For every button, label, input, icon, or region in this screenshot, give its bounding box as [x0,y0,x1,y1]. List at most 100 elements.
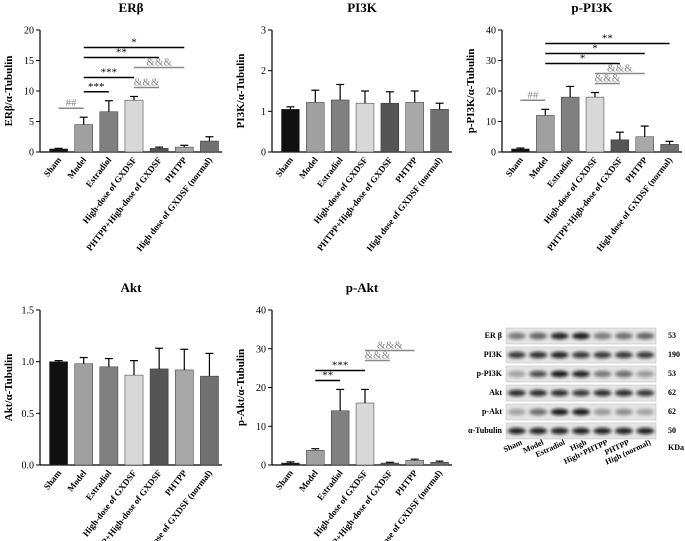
significance-label: ** [602,33,613,45]
blot-band [529,427,548,435]
blot-band [550,389,569,397]
bar [99,111,119,153]
blot-band [614,427,633,435]
bar [124,374,144,466]
bar [49,148,68,153]
y-tick-label: 20 [486,87,496,98]
significance-label: &&& [134,76,160,88]
bar [355,402,375,466]
bar [560,96,580,153]
blot-band [507,370,526,378]
y-tick-label: 0 [261,148,266,159]
blot-row-label: Akt [489,388,502,397]
blot-band [550,427,569,435]
y-axis-label: Akt/α-Tubulin [3,354,15,422]
y-tick-label: 0 [29,148,34,159]
blot-band [507,408,526,416]
y-tick-label: 40 [256,306,266,317]
blot-band [507,389,526,397]
y-tick-label: 2 [261,66,266,77]
significance-label: * [131,36,137,48]
blot-band [614,389,633,397]
chart-title: p-PI3K [571,0,613,15]
blot-band [550,370,569,378]
blot-band [572,427,590,435]
blot-band [572,332,590,340]
blot-row-label: ER β [485,331,502,340]
bar [306,450,325,466]
blot-band [593,332,612,340]
bar [281,109,300,153]
blot-band [593,408,612,416]
bar [330,99,350,153]
bar [174,146,194,153]
bar [49,361,68,466]
blot-band [529,370,548,378]
y-tick-label: 1.5 [22,306,35,317]
blot-kda: 50 [668,426,676,435]
blot-band [636,408,655,416]
bar [536,115,555,153]
chart-title: PI3K [347,0,378,15]
bar [380,462,400,466]
blot-band [507,427,526,435]
blot-kda: 53 [668,369,676,378]
bar [281,462,300,466]
y-tick-label: 3 [261,26,266,37]
bar [330,410,350,466]
bar [511,148,530,153]
bar [149,148,169,153]
blot-row-label: α-Tubulin [468,426,503,435]
y-tick-label: 1.0 [22,357,35,368]
blot-band [593,351,612,359]
blot-band [507,332,526,340]
y-tick-label: 30 [256,344,266,355]
blot-kda: 62 [668,388,676,397]
y-tick-label: 20 [256,383,266,394]
significance-label: ## [66,97,78,109]
y-axis-label: p-Akt/α-Tubulin [235,349,247,426]
blot-row-label: p-PI3K [477,369,503,378]
blot-unit: KDa [668,443,684,452]
blot-band [550,408,569,416]
blot-band [636,332,655,340]
bar [405,460,424,466]
blot-band [529,408,548,416]
blot-kda: 53 [668,331,676,340]
chart-title: p-Akt [346,280,379,295]
bar [380,102,400,153]
bar [200,375,219,466]
significance-label: &&& [377,339,403,351]
significance-label: *** [101,66,118,78]
blot-band [572,389,590,397]
blot-kda: 62 [668,407,676,416]
significance-label: *** [332,359,349,371]
y-tick-label: 1 [261,107,266,118]
y-tick-label: 10 [256,422,266,433]
significance-label: ## [527,89,539,101]
bar [124,99,144,153]
y-tick-label: 5 [29,117,34,128]
bar [430,462,449,466]
bar [610,139,630,153]
blot-band [529,332,548,340]
blot-band [636,389,655,397]
y-tick-label: 10 [24,87,34,98]
chart-title: ERβ [119,0,144,15]
bar [74,363,94,466]
blot-band [550,351,569,359]
significance-label: *** [88,81,105,93]
significance-label: &&& [146,56,172,68]
blot-band [593,370,612,378]
blot-band [636,427,655,435]
blot-band [550,332,569,340]
y-tick-label: 30 [486,56,496,67]
y-tick-label: 40 [486,26,496,37]
bar [149,368,169,466]
blot-row-label: p-Akt [482,407,502,416]
bar [430,109,449,153]
blot-band [636,351,655,359]
y-tick-label: 0 [491,148,496,159]
significance-label: ** [116,46,127,58]
